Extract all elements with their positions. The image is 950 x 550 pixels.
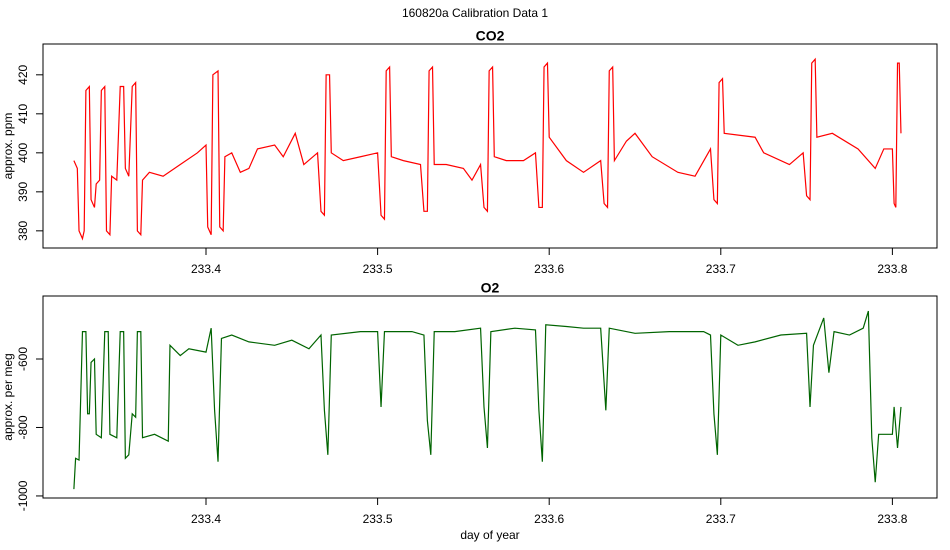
y-tick-label: 420 [16, 64, 30, 84]
x-tick-label: 233.7 [706, 512, 736, 526]
y-tick-label: 390 [16, 181, 30, 201]
y-axis-label: approx. ppm [1, 113, 15, 180]
panel-title: CO2 [476, 28, 505, 44]
data-line [73, 57, 902, 241]
y-tick-label: 400 [16, 142, 30, 162]
x-axis-label: day of year [460, 528, 519, 542]
plot-box [42, 295, 938, 499]
y-tick-label: -800 [16, 415, 30, 439]
x-tick-label: 233.8 [877, 512, 907, 526]
y-axis-label: approx. per meg [1, 353, 15, 440]
x-tick-label: 233.6 [534, 512, 564, 526]
figure-title: 160820a Calibration Data 1 [402, 6, 548, 20]
x-tick-label: 233.6 [534, 262, 564, 276]
panel-title: O2 [481, 280, 500, 296]
x-tick-label: 233.5 [363, 512, 393, 526]
x-tick-label: 233.4 [191, 262, 221, 276]
x-tick-label: 233.7 [706, 262, 736, 276]
x-tick-label: 233.4 [191, 512, 221, 526]
y-tick-label: -600 [16, 347, 30, 371]
data-line [73, 310, 902, 490]
y-tick-label: 410 [16, 103, 30, 123]
y-tick-label: 380 [16, 221, 30, 241]
y-tick-label: -1000 [16, 480, 30, 511]
plot-box [42, 43, 938, 249]
x-tick-label: 233.8 [877, 262, 907, 276]
x-tick-label: 233.5 [363, 262, 393, 276]
